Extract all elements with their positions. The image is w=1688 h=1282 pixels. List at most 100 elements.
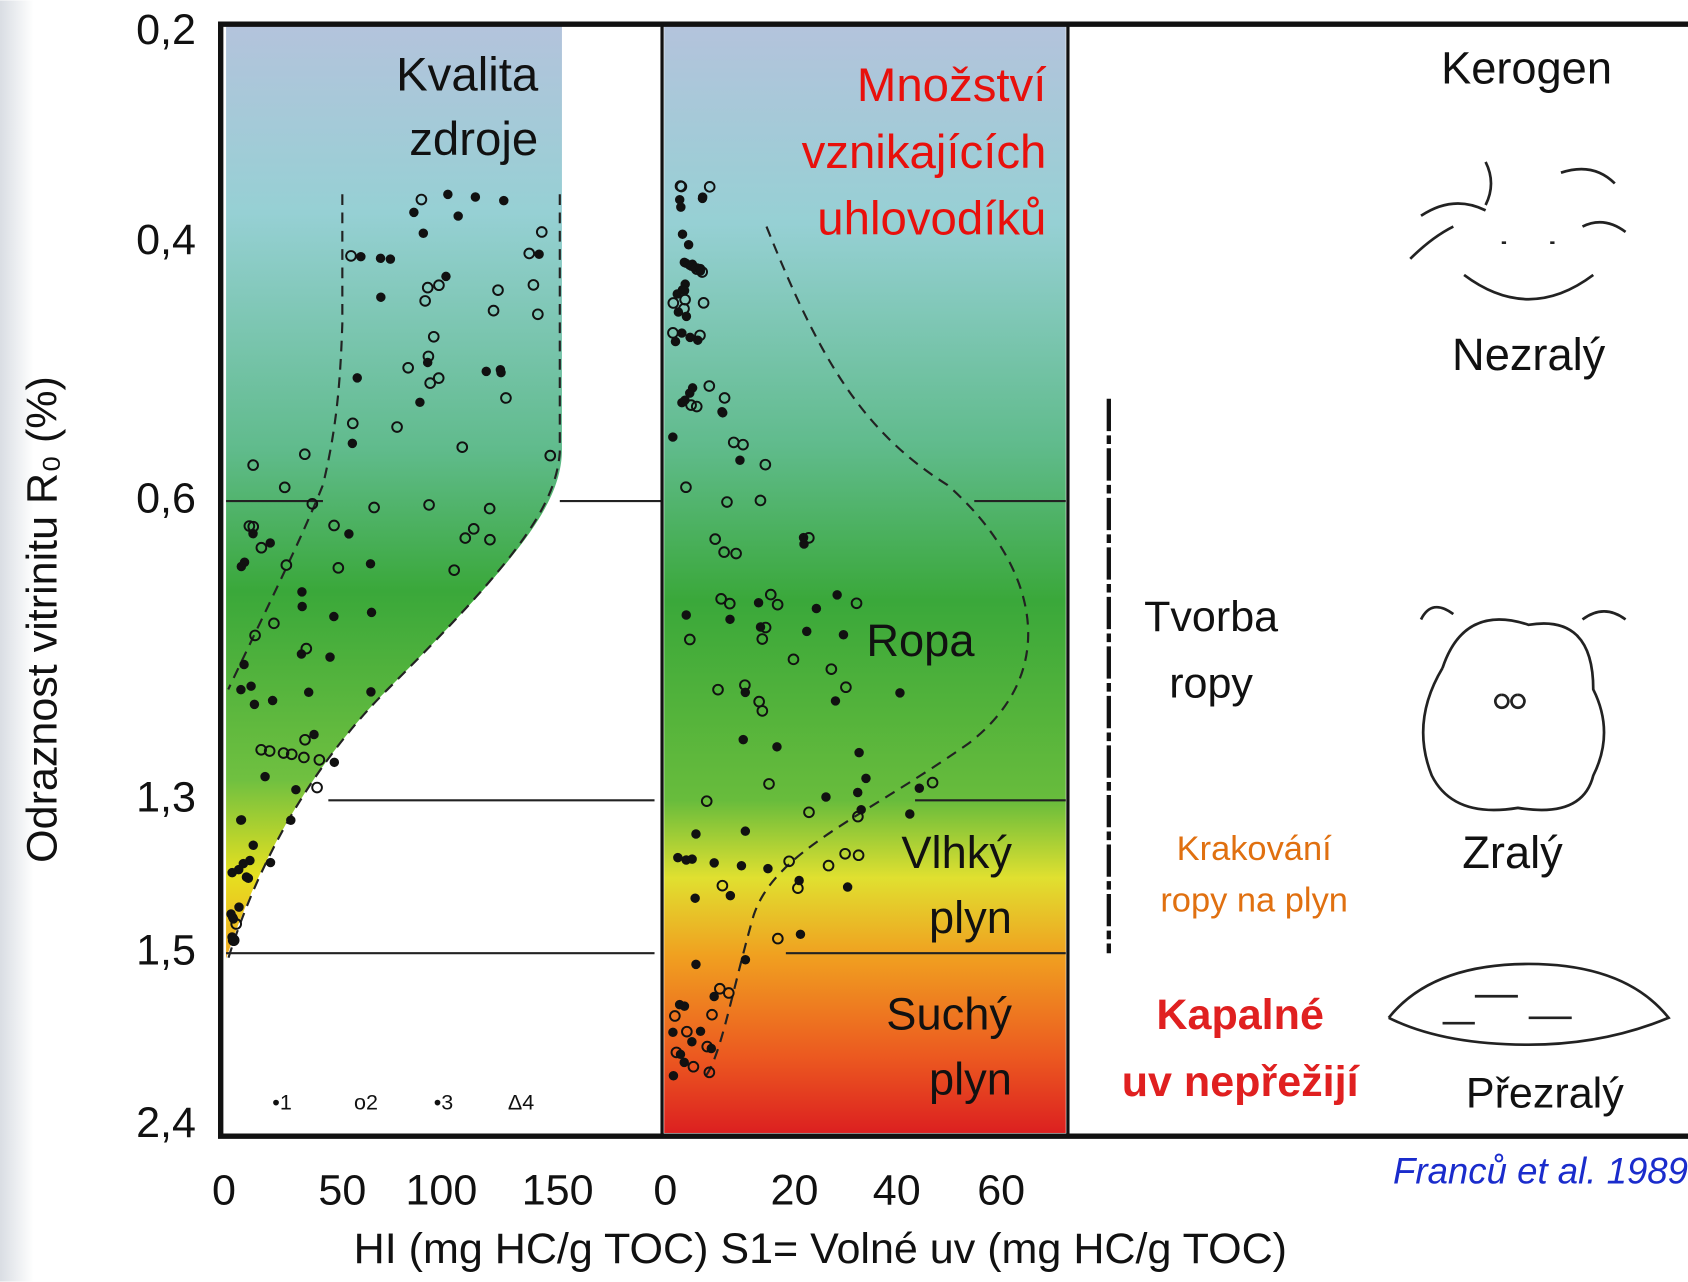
zone-label: Suchý bbox=[886, 989, 1012, 1040]
sample-dot bbox=[247, 682, 255, 690]
sample-dot bbox=[482, 368, 490, 376]
y-tick-label: 2,4 bbox=[136, 1099, 196, 1147]
sample-dot bbox=[896, 689, 904, 697]
sample-dot bbox=[535, 250, 543, 258]
sample-dot bbox=[240, 860, 248, 868]
x-tick-label: 100 bbox=[405, 1167, 477, 1215]
sample-dot bbox=[310, 731, 318, 739]
sample-dot bbox=[497, 366, 505, 374]
sample-dot bbox=[669, 433, 677, 441]
sample-dot bbox=[331, 759, 339, 767]
sample-dot bbox=[727, 892, 735, 900]
x-axis-title: HI (mg HC/g TOC) S1= Volné uv (mg HC/g T… bbox=[354, 1225, 1287, 1273]
figure: 0,20,40,61,31,52,4Odraznost vitrinitu R₀… bbox=[0, 0, 1688, 1282]
sample-dot bbox=[739, 736, 747, 744]
sample-dot bbox=[813, 605, 821, 613]
sample-dot bbox=[840, 631, 848, 639]
sample-dot bbox=[261, 773, 269, 781]
sample-dot bbox=[855, 749, 863, 757]
sample-dot bbox=[298, 603, 306, 611]
sample-dot bbox=[251, 701, 259, 709]
sample-dot bbox=[699, 193, 707, 201]
sample-dot bbox=[330, 613, 338, 621]
sample-dot bbox=[686, 334, 694, 342]
x-tick-label: 60 bbox=[977, 1167, 1025, 1215]
source-note: Franců et al. 1989 bbox=[1393, 1151, 1688, 1192]
sample-dot bbox=[773, 743, 781, 751]
y-tick-label: 0,6 bbox=[136, 474, 196, 522]
sample-dot bbox=[669, 1029, 677, 1037]
sample-dot bbox=[692, 961, 700, 969]
sample-dot bbox=[681, 1002, 689, 1010]
sample-dot bbox=[677, 203, 685, 211]
y-tick-label: 1,5 bbox=[136, 927, 196, 975]
sample-dot bbox=[454, 212, 462, 220]
sample-dot bbox=[833, 591, 841, 599]
maturity-label: Nezralý bbox=[1452, 329, 1606, 380]
sample-dot bbox=[298, 650, 306, 658]
sample-dot bbox=[237, 686, 245, 694]
sample-dot bbox=[710, 859, 718, 867]
sample-dot bbox=[677, 1051, 685, 1059]
sample-dot bbox=[298, 588, 306, 596]
sample-dot bbox=[349, 440, 357, 448]
sample-dot bbox=[742, 827, 750, 835]
process-label: Kapalné bbox=[1156, 991, 1323, 1039]
sample-dot bbox=[416, 399, 424, 407]
process-label: ropy na plyn bbox=[1160, 882, 1348, 920]
sample-dot bbox=[800, 540, 808, 548]
sample-dot bbox=[822, 793, 830, 801]
y-tick-label: 0,4 bbox=[136, 216, 196, 264]
sample-dot bbox=[249, 841, 257, 849]
x-tick-label: 0 bbox=[212, 1167, 236, 1215]
sample-dot bbox=[906, 810, 914, 818]
sample-dot bbox=[292, 786, 300, 794]
sample-dot bbox=[719, 409, 727, 417]
process-label: Tvorba bbox=[1144, 593, 1278, 641]
panel-title: zdroje bbox=[409, 113, 538, 166]
sample-dot bbox=[697, 1028, 705, 1036]
sample-dot bbox=[742, 689, 750, 697]
sample-dot bbox=[230, 937, 238, 945]
zone-label: plyn bbox=[929, 1053, 1012, 1104]
maturity-label: Přezralý bbox=[1466, 1070, 1624, 1118]
sample-dot bbox=[686, 389, 694, 397]
sample-dot bbox=[708, 1045, 716, 1053]
sample-dot bbox=[797, 931, 805, 939]
sample-dot bbox=[305, 689, 313, 697]
sample-dot bbox=[266, 539, 274, 547]
sample-dot bbox=[854, 789, 862, 797]
sample-dot bbox=[377, 255, 385, 263]
y-tick-label: 1,3 bbox=[136, 774, 196, 822]
process-label: ropy bbox=[1169, 660, 1253, 708]
sample-dot bbox=[916, 785, 924, 793]
sample-dot bbox=[357, 253, 365, 261]
sample-dot bbox=[710, 993, 718, 1001]
sample-dot bbox=[862, 775, 870, 783]
sample-dot bbox=[674, 854, 682, 862]
sample-dot bbox=[691, 894, 699, 902]
sample-dot bbox=[803, 628, 811, 636]
sample-dot bbox=[673, 290, 681, 298]
sample-dot bbox=[679, 230, 687, 238]
sample-dot bbox=[235, 903, 243, 911]
sample-dot bbox=[832, 697, 840, 705]
sample-dot bbox=[241, 558, 249, 566]
sample-dot bbox=[736, 457, 744, 465]
sample-dot bbox=[738, 862, 746, 870]
sample-dot bbox=[353, 374, 361, 382]
sample-dot bbox=[410, 209, 418, 217]
sample-dot bbox=[228, 869, 236, 877]
sample-dot bbox=[442, 273, 450, 281]
x-tick-label: 0 bbox=[653, 1167, 677, 1215]
maturity-label: Zralý bbox=[1462, 827, 1563, 878]
sample-dot bbox=[367, 560, 375, 568]
zone-label: Ropa bbox=[866, 615, 975, 666]
panel-title: Množství bbox=[857, 59, 1046, 112]
process-label: Krakování bbox=[1177, 830, 1332, 868]
process-label: uv nepřežijí bbox=[1122, 1058, 1361, 1106]
sample-dot bbox=[672, 338, 680, 346]
sample-dot bbox=[230, 915, 238, 923]
sample-dot bbox=[688, 855, 696, 863]
legend-entry: •3 bbox=[434, 1091, 454, 1115]
